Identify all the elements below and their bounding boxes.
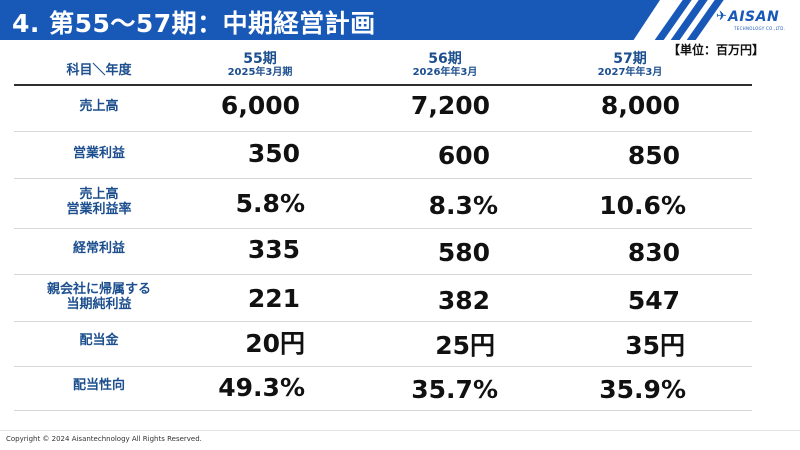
title-bar: 4. 第55～57期：中期経営計画 [0,0,660,40]
row-label-operating-profit: 営業利益 [72,146,125,161]
table-cell: 580 [437,238,490,267]
table-cell: 35円 [625,331,685,360]
column-header-56: 56期 2026年年3月 [390,51,500,79]
row-divider [14,274,752,275]
row-label-ordinary-profit: 経常利益 [72,241,125,256]
table-cell: 8.3% [428,191,498,220]
row-divider [14,178,752,179]
table-cell: 35.9% [599,375,686,404]
table-cell: 830 [627,238,680,267]
table-cell: 600 [437,141,490,170]
table-cell: 6,000 [220,91,300,120]
column-header-57: 57期 2027年年3月 [575,51,685,79]
table-cell: 7,200 [410,91,490,120]
logo-name: AISAN [728,9,780,25]
row-label-line: 当期純利益 [66,297,132,312]
column-period: 56期 [428,51,462,67]
row-label-payout-ratio: 配当性向 [72,378,125,393]
table-cell: 382 [437,286,490,315]
column-date: 2026年年3月 [412,67,478,78]
logo-mark-icon: ✈ [716,9,727,24]
company-logo: ✈ AISAN TECHNOLOGY CO.,LTD. [716,9,796,35]
table-cell: 35.7% [411,375,498,404]
corner-label: 科目＼年度 [66,63,132,78]
row-divider [14,228,752,229]
table-cell: 547 [627,286,680,315]
row-divider [14,410,752,411]
table-cell: 335 [247,235,300,264]
copyright-text: Copyright © 2024 Aisantechnology All Rig… [6,435,202,443]
table-cell: 25円 [435,331,495,360]
table-header-divider [14,84,752,86]
column-period: 57期 [613,51,647,67]
table-cell: 221 [247,284,300,313]
table-cell: 350 [247,139,300,168]
column-header-55: 55期 2025年3月期 [205,51,315,79]
column-date: 2025年3月期 [227,67,293,78]
slide-header: 4. 第55～57期：中期経営計画 [0,0,800,40]
row-label-net-income: 親会社に帰属する 当期純利益 [14,282,184,312]
table-cell: 5.8% [235,189,305,218]
row-label-line: 親会社に帰属する [46,282,151,297]
logo-subtitle: TECHNOLOGY CO.,LTD. [734,26,786,31]
column-date: 2027年年3月 [597,67,663,78]
row-divider [14,321,752,322]
row-label-operating-margin: 売上高 営業利益率 [14,187,184,217]
table-cell: 10.6% [599,191,686,220]
slide-title: 4. 第55～57期：中期経営計画 [12,9,376,38]
row-divider [14,366,752,367]
row-divider [14,131,752,132]
column-period: 55期 [243,51,277,67]
table-cell: 49.3% [218,373,305,402]
table-cell: 20円 [245,329,305,358]
footer-divider [0,430,800,431]
table-cell: 850 [627,141,680,170]
row-label-line: 営業利益率 [66,202,132,217]
unit-label: 【単位：百万円】 [668,43,765,57]
row-label-sales: 売上高 [79,99,119,114]
row-label-dividend: 配当金 [79,333,119,348]
table-cell: 8,000 [600,91,680,120]
row-label-line: 売上高 [79,187,119,202]
